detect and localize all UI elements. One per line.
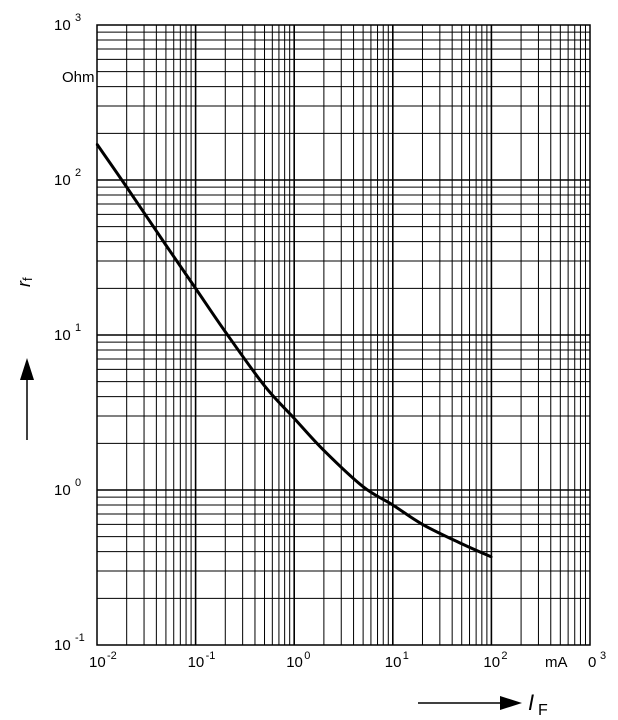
data-point [461,543,463,545]
y-tick-base: 10 [54,17,71,34]
y-tick-base: 10 [54,637,71,654]
y-tick-exponent: 0 [75,477,81,489]
y-tick-label: 10 1 [54,322,81,344]
x-tick-exponent: 0 [304,650,310,662]
x-tick-label: 10 -1 [188,650,216,671]
data-point [293,417,295,419]
data-point [125,186,127,188]
y-tick-base: 10 [54,482,71,499]
data-point [224,331,226,333]
x-tick-label: 10 1 [385,650,409,671]
y-tick-exponent: 1 [75,322,81,334]
data-point [165,244,167,246]
x-tick-label: 10 0 [286,650,310,671]
y-tick-exponent: -1 [75,632,85,644]
x-tick-label: 10 -2 [89,650,117,671]
y-axis-subscript: f [20,277,35,281]
x-tick-exponent: 2 [501,650,507,662]
data-point [392,504,394,506]
y-tick-base: 10 [54,327,71,344]
x-unit-label: mA [545,654,568,671]
data-point [263,385,265,387]
data-point [421,523,423,525]
x-tick-exponent: -2 [107,650,117,662]
x-tick-exponent: -1 [206,650,216,662]
grid [97,25,590,645]
data-point [362,486,364,488]
x-tick-base: 0 [588,654,596,671]
y-tick-exponent: 3 [75,12,81,24]
x-axis-symbol: I [528,690,534,715]
y-tick-label: 10 3 [54,12,81,34]
y-tick-labels: 10 -1 10 0 10 1 10 2 10 3 [54,12,85,654]
x-tick-base: 10 [286,654,303,671]
x-tick-base: 10 [89,654,106,671]
x-tick-exponent: 3 [600,650,606,662]
data-point [323,449,325,451]
data-point [194,287,196,289]
x-axis-subscript: F [538,702,548,719]
x-tick-exponent: 1 [403,650,409,662]
x-tick-label: 10 2 [483,650,507,671]
y-tick-label: 10 -1 [54,632,85,654]
y-axis-label: r f [14,277,35,287]
y-tick-label: 10 0 [54,477,81,499]
x-tick-base: 10 [483,654,500,671]
x-tick-base: 10 [188,654,205,671]
y-tick-label: 10 2 [54,167,81,189]
y-tick-base: 10 [54,172,71,189]
y-tick-exponent: 2 [75,167,81,179]
x-tick-base: 10 [385,654,402,671]
x-axis-arrow [418,696,522,710]
data-point [96,143,98,145]
x-tick-labels: 10 -2 10 -1 10 0 10 1 10 2 0 3 [89,650,606,671]
data-point [490,556,492,558]
y-axis-arrow [20,358,34,440]
y-unit-label: Ohm [62,69,95,86]
